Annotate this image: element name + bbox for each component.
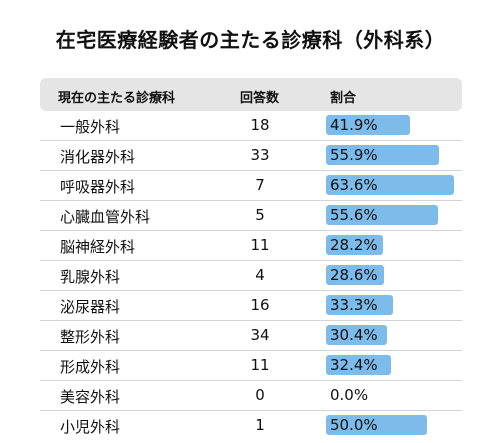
department-label: 脳神経外科: [60, 238, 136, 256]
table-row: 心臓血管外科 5 55.6%: [40, 201, 462, 231]
ratio-bar: [326, 355, 391, 375]
department-label: 一般外科: [60, 118, 121, 136]
ratio-bar: [326, 295, 393, 315]
count-value: 11: [250, 356, 270, 374]
table-row: 小児外科 1 50.0%: [40, 411, 462, 440]
chart-title: 在宅医療経験者の主たる診療科（外科系）: [55, 28, 446, 52]
department-label: 心臓血管外科: [60, 208, 151, 226]
data-table: 現在の主たる診療科 回答数 割合 一般外科 18 41.9% 消化器外科 33 55.9%…: [40, 78, 462, 440]
count-value: 34: [250, 326, 270, 344]
table-row: 呼吸器外科 7 63.6%: [40, 171, 462, 201]
ratio-label: 63.6%: [330, 176, 378, 194]
department-label: 形成外科: [60, 358, 121, 376]
table-row: 乳腺外科 4 28.6%: [40, 261, 462, 291]
ratio-label: 33.3%: [330, 296, 378, 314]
table-row: 整形外科 34 30.4%: [40, 321, 462, 351]
count-value: 33: [250, 146, 270, 164]
ratio-label: 28.6%: [330, 266, 378, 284]
table-row: 形成外科 11 32.4%: [40, 351, 462, 381]
table-row: 脳神経外科 11 28.2%: [40, 231, 462, 261]
ratio-label: 55.6%: [330, 206, 378, 224]
ratio-bar: [326, 325, 387, 345]
count-value: 0: [255, 386, 265, 404]
department-label: 美容外科: [60, 388, 121, 406]
ratio-label: 41.9%: [330, 116, 378, 134]
count-value: 16: [250, 296, 270, 314]
department-label: 消化器外科: [60, 148, 136, 166]
ratio-label: 55.9%: [330, 146, 378, 164]
header-ratio: 割合: [330, 91, 357, 106]
department-label: 小児外科: [60, 418, 121, 436]
table-row: 美容外科 0 0.0%: [40, 381, 462, 411]
ratio-label: 28.2%: [330, 236, 378, 254]
department-label: 整形外科: [60, 328, 121, 346]
department-label: 泌尿器科: [60, 298, 121, 316]
ratio-label: 50.0%: [330, 416, 378, 434]
department-label: 乳腺外科: [60, 268, 121, 286]
ratio-bar: [326, 415, 427, 435]
ratio-bar: [326, 235, 383, 255]
ratio-bar: [326, 265, 384, 285]
ratio-label: 32.4%: [330, 356, 378, 374]
count-value: 5: [255, 206, 265, 224]
count-value: 11: [250, 236, 270, 254]
ratio-label: 30.4%: [330, 326, 378, 344]
ratio-bar: [326, 145, 439, 165]
header-count: 回答数: [240, 91, 280, 106]
header-department: 現在の主たる診療科: [58, 91, 176, 106]
table-row: 一般外科 18 41.9%: [40, 111, 462, 141]
count-value: 4: [255, 266, 265, 284]
ratio-label: 0.0%: [330, 386, 369, 404]
ratio-bar: [326, 115, 410, 135]
ratio-bar: [326, 205, 438, 225]
department-label: 呼吸器外科: [60, 178, 136, 196]
ratio-bar: [326, 175, 454, 195]
table-row: 消化器外科 33 55.9%: [40, 141, 462, 171]
table-row: 泌尿器科 16 33.3%: [40, 291, 462, 321]
table-header: 現在の主たる診療科 回答数 割合: [40, 78, 462, 111]
count-value: 18: [250, 116, 270, 134]
count-value: 7: [255, 176, 265, 194]
count-value: 1: [255, 416, 265, 434]
table-body: 一般外科 18 41.9% 消化器外科 33 55.9% 呼吸器外科 7 63.6% 心臓血管外科…: [40, 111, 462, 440]
